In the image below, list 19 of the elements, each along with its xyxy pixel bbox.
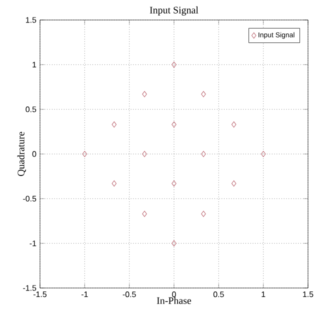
point: [142, 150, 147, 158]
point: [172, 180, 176, 187]
chart-title: Input Signal: [150, 6, 198, 16]
point: [142, 91, 147, 98]
point: [260, 150, 266, 158]
point: [201, 150, 206, 158]
point: [112, 121, 117, 128]
point: [172, 62, 176, 68]
point: [231, 121, 236, 128]
point: [82, 150, 88, 158]
point: [201, 91, 206, 98]
y-axis-title: Quadrature: [17, 132, 26, 176]
point: [201, 210, 206, 217]
x-axis-title: In-Phase: [156, 296, 192, 304]
point: [112, 180, 117, 187]
point: [142, 210, 147, 217]
point: [172, 121, 176, 128]
point: [231, 180, 236, 187]
point: [172, 240, 176, 246]
